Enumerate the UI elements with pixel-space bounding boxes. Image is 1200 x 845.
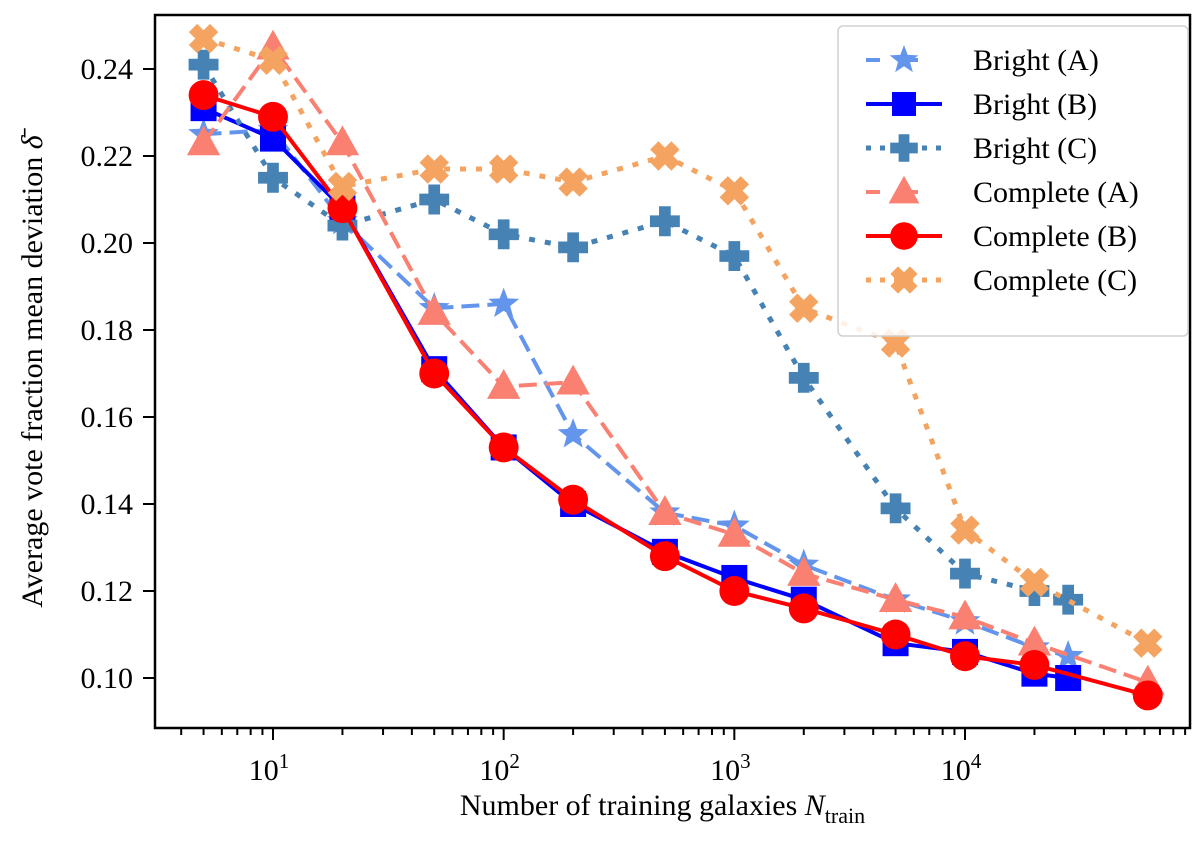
data-point — [488, 287, 520, 318]
data-point — [186, 125, 221, 156]
x-tick-label: 101 — [249, 749, 290, 787]
legend-label: Complete (C) — [973, 264, 1137, 297]
data-point — [719, 576, 750, 606]
y-tick-label: 0.14 — [81, 488, 134, 521]
legend: Bright (A) Bright (B) Bright (C) Complete (… — [837, 25, 1189, 337]
data-point — [788, 362, 819, 393]
y-axis-label: Average vote fraction mean deviation δ̄ — [16, 127, 49, 607]
legend-item-complete-c: Complete (C) — [866, 264, 1137, 297]
data-point — [719, 176, 750, 206]
data-point — [419, 358, 450, 389]
data-point — [1052, 640, 1084, 670]
data-point — [556, 364, 590, 395]
data-point — [188, 80, 219, 111]
legend-marker — [892, 92, 916, 116]
data-point — [1017, 625, 1052, 656]
data-point — [1019, 567, 1050, 598]
data-point — [188, 49, 219, 80]
data-point — [486, 369, 521, 399]
data-point — [325, 125, 360, 156]
data-point — [558, 232, 589, 263]
x-axis-label: Number of training galaxies Ntrain — [460, 789, 865, 828]
data-point — [258, 45, 288, 76]
data-point — [878, 582, 913, 612]
legend-marker — [890, 222, 918, 250]
data-point — [419, 184, 450, 215]
legend-label: Bright (A) — [973, 44, 1099, 77]
axes-frame — [153, 13, 1192, 730]
data-point — [258, 101, 288, 132]
data-point — [650, 141, 680, 171]
legend-label: Complete (A) — [973, 176, 1139, 209]
y-tick-label: 0.24 — [81, 53, 134, 86]
legend-marker — [889, 45, 919, 73]
data-point — [950, 515, 980, 545]
data-point — [488, 219, 519, 250]
x-tick-label: 104 — [941, 749, 982, 787]
data-point — [558, 484, 589, 515]
x-axis: 101 102 103 104 — [180, 728, 1187, 787]
data-point — [950, 558, 980, 589]
data-point — [789, 293, 819, 323]
data-point — [788, 593, 819, 624]
data-point — [787, 556, 821, 586]
data-point — [1132, 680, 1163, 711]
data-point — [717, 516, 752, 547]
data-point — [327, 210, 358, 241]
data-point — [948, 599, 982, 630]
legend-label: Bright (B) — [973, 88, 1097, 121]
data-point — [880, 493, 911, 524]
legend-marker — [888, 175, 920, 204]
legend-item-complete-a: Complete (A) — [866, 175, 1139, 209]
data-point — [327, 171, 358, 202]
legend-marker — [890, 134, 918, 162]
series-layer — [186, 23, 1165, 711]
legend-marker — [890, 266, 918, 294]
data-point — [1133, 628, 1163, 658]
data-point — [649, 206, 680, 237]
data-point — [1053, 584, 1084, 615]
data-point — [327, 193, 358, 224]
x-tick-label: 102 — [479, 749, 519, 787]
data-point — [719, 241, 750, 271]
data-point — [649, 541, 680, 572]
y-tick-label: 0.10 — [81, 662, 134, 695]
series-complete-b — [188, 80, 1163, 711]
data-point — [258, 162, 288, 193]
data-point — [950, 641, 980, 672]
data-point — [417, 295, 451, 325]
legend-item-bright-a: Bright (A) — [866, 44, 1099, 77]
data-point — [188, 23, 219, 54]
data-point — [1019, 576, 1050, 606]
legend-label: Bright (C) — [973, 132, 1097, 165]
series-bright-c — [188, 49, 1084, 615]
legend-item-complete-b: Complete (B) — [866, 220, 1137, 253]
y-axis: 0.10 0.12 0.14 0.16 0.18 0.20 0.22 0.24 — [81, 53, 155, 695]
x-tick-label: 103 — [710, 749, 751, 787]
data-point — [488, 154, 519, 184]
y-tick-label: 0.18 — [81, 314, 134, 347]
data-point — [880, 619, 911, 650]
y-tick-label: 0.22 — [81, 140, 134, 173]
data-point — [648, 495, 682, 525]
data-point — [1019, 650, 1050, 680]
legend-label: Complete (B) — [973, 220, 1137, 253]
data-point — [557, 418, 589, 448]
data-point — [488, 432, 519, 463]
data-point — [419, 154, 449, 184]
legend-item-bright-c: Bright (C) — [866, 132, 1097, 165]
y-tick-label: 0.20 — [81, 227, 134, 260]
data-point — [558, 167, 588, 197]
y-tick-label: 0.12 — [81, 575, 134, 608]
legend-item-bright-b: Bright (B) — [866, 88, 1097, 121]
y-tick-label: 0.16 — [81, 401, 134, 434]
